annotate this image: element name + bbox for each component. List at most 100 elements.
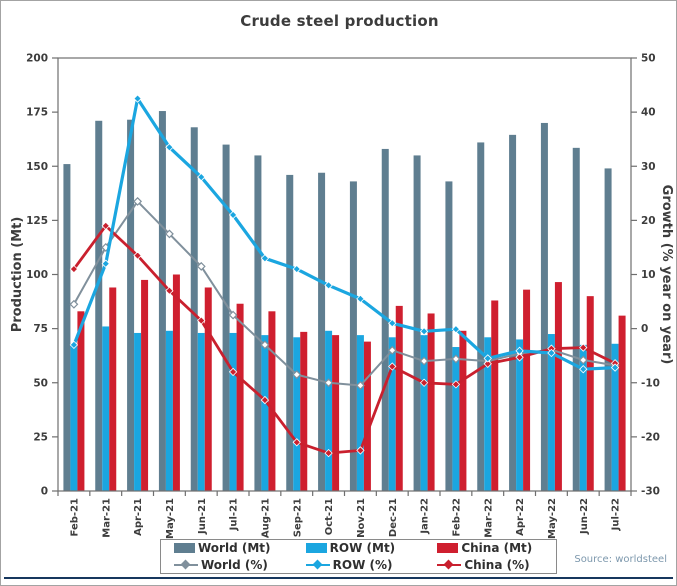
marker-row-Aug-21 (260, 254, 270, 263)
bar-china-Jul-21 (236, 303, 244, 491)
legend-item-china-pct: China (%) (424, 559, 556, 571)
x-tick-label: Mar-21 (101, 498, 112, 538)
marker-china-Jun-21 (197, 316, 206, 325)
bar-china-Mar-22 (491, 300, 499, 491)
marker-world-Jan-22 (419, 356, 429, 366)
marker-china-Mar-22 (483, 359, 492, 368)
y-left-tick-label: 100 (26, 269, 48, 281)
bar-china-Jan-22 (427, 313, 435, 491)
legend-label-row-mt: ROW (Mt) (329, 541, 396, 556)
marker-row-Apr-22 (515, 346, 524, 355)
marker-china-Sep-21 (292, 438, 301, 447)
bar-row-Apr-21 (134, 332, 142, 491)
marker-row-Sep-21 (292, 264, 301, 274)
line-row-pct (72, 96, 616, 371)
marker-row-Nov-21 (356, 294, 365, 304)
marker-china-Oct-21 (324, 448, 333, 458)
bar-row-Jun-21 (197, 332, 205, 491)
china-bar-swatch-icon (437, 543, 459, 554)
bar-row-Jun-22 (579, 344, 587, 491)
marker-row-Jul-21 (228, 210, 238, 220)
legend-label-world-pct: World (%) (201, 557, 268, 572)
marker-row-Feb-22 (451, 325, 461, 334)
bar-world-Feb-21 (63, 164, 71, 491)
marker-china-Jul-21 (228, 367, 238, 377)
marker-china-Apr-22 (515, 353, 524, 362)
chart-title: Crude steel production (240, 12, 439, 30)
x-tick-label: Sep-21 (292, 498, 303, 537)
bar-china-Jun-21 (204, 287, 212, 491)
marker-china-Nov-21 (356, 446, 365, 455)
bar-china-Jun-22 (586, 296, 594, 491)
legend-item-row-mt: ROW (Mt) (293, 542, 425, 554)
bar-world-Apr-21 (127, 119, 135, 491)
marker-row-Jul-22 (610, 363, 620, 372)
y-right-tick-label: 30 (641, 161, 656, 173)
marker-world-Nov-21 (355, 381, 365, 390)
marker-world-Dec-21 (387, 345, 397, 355)
y-right-tick-label: 50 (641, 53, 656, 65)
y-left-tick-label: 125 (26, 215, 48, 227)
marker-world-Feb-21 (69, 299, 79, 309)
y-right-tick-label: 20 (641, 215, 656, 227)
marker-row-May-22 (547, 348, 556, 358)
marker-row-Oct-21 (324, 281, 333, 290)
bar-world-Oct-21 (318, 172, 326, 491)
bar-world-May-22 (540, 122, 548, 491)
bar-world-Jul-22 (604, 168, 612, 492)
bar-row-May-21 (165, 330, 173, 491)
line-china-pct (72, 224, 616, 455)
world-bar-swatch-icon (174, 543, 195, 554)
bar-china-May-22 (554, 282, 562, 491)
bar-world-Mar-21 (95, 120, 103, 491)
bar-world-Jun-22 (572, 147, 580, 491)
bar-world-Mar-22 (477, 142, 485, 491)
y-left-axis-title: Production (Mt) (10, 217, 25, 333)
marker-row-Dec-21 (388, 319, 397, 328)
marker-china-Jun-22 (579, 343, 588, 352)
bar-china-Apr-22 (523, 289, 531, 491)
bar-china-Nov-21 (363, 341, 371, 491)
x-tick-label: Mar-22 (483, 498, 494, 538)
bar-china-Dec-21 (395, 305, 403, 491)
marker-world-Jun-22 (578, 355, 588, 365)
marker-china-Feb-22 (451, 380, 461, 389)
marker-china-Dec-21 (388, 362, 397, 371)
bar-row-Oct-21 (325, 330, 333, 491)
x-tick-label: Nov-21 (356, 498, 367, 538)
bar-row-Sep-21 (293, 337, 301, 491)
bar-world-Dec-21 (381, 148, 389, 491)
bar-row-Jul-21 (229, 332, 237, 491)
legend: World (Mt) ROW (Mt) China (Mt) World (%)… (160, 539, 557, 574)
x-tick-label: Apr-21 (133, 498, 144, 536)
bar-world-Jul-21 (222, 144, 230, 491)
bar-china-Aug-21 (268, 311, 276, 491)
marker-world-Feb-22 (451, 354, 461, 364)
bar-world-Feb-22 (445, 181, 453, 491)
marker-world-Apr-21 (133, 196, 143, 206)
line-world-pct (73, 200, 616, 387)
x-tick-label: Aug-21 (260, 498, 271, 538)
marker-china-May-21 (165, 286, 174, 295)
row-line-swatch-icon (305, 559, 330, 570)
y-left-tick-label: 25 (33, 431, 48, 443)
bar-world-Apr-22 (509, 134, 517, 492)
y-right-tick-label: 10 (641, 269, 656, 281)
bar-row-May-22 (547, 334, 555, 491)
x-tick-label: Apr-22 (515, 498, 526, 536)
bar-row-Mar-21 (102, 326, 110, 491)
bar-world-Jan-22 (413, 155, 421, 492)
marker-china-Mar-21 (101, 221, 110, 230)
marker-world-Sep-21 (292, 370, 302, 380)
marker-row-May-21 (165, 143, 174, 152)
bar-china-Apr-21 (141, 279, 149, 491)
marker-row-Jun-22 (579, 365, 588, 374)
bar-china-Sep-21 (300, 331, 308, 491)
x-tick-label: Oct-21 (324, 498, 335, 535)
y-right-tick-label: 0 (641, 323, 648, 335)
x-tick-label: Feb-21 (69, 498, 80, 536)
legend-label-china-mt: China (Mt) (461, 541, 533, 556)
bar-china-Jul-22 (618, 315, 626, 491)
x-tick-label: Jul-21 (229, 498, 240, 531)
